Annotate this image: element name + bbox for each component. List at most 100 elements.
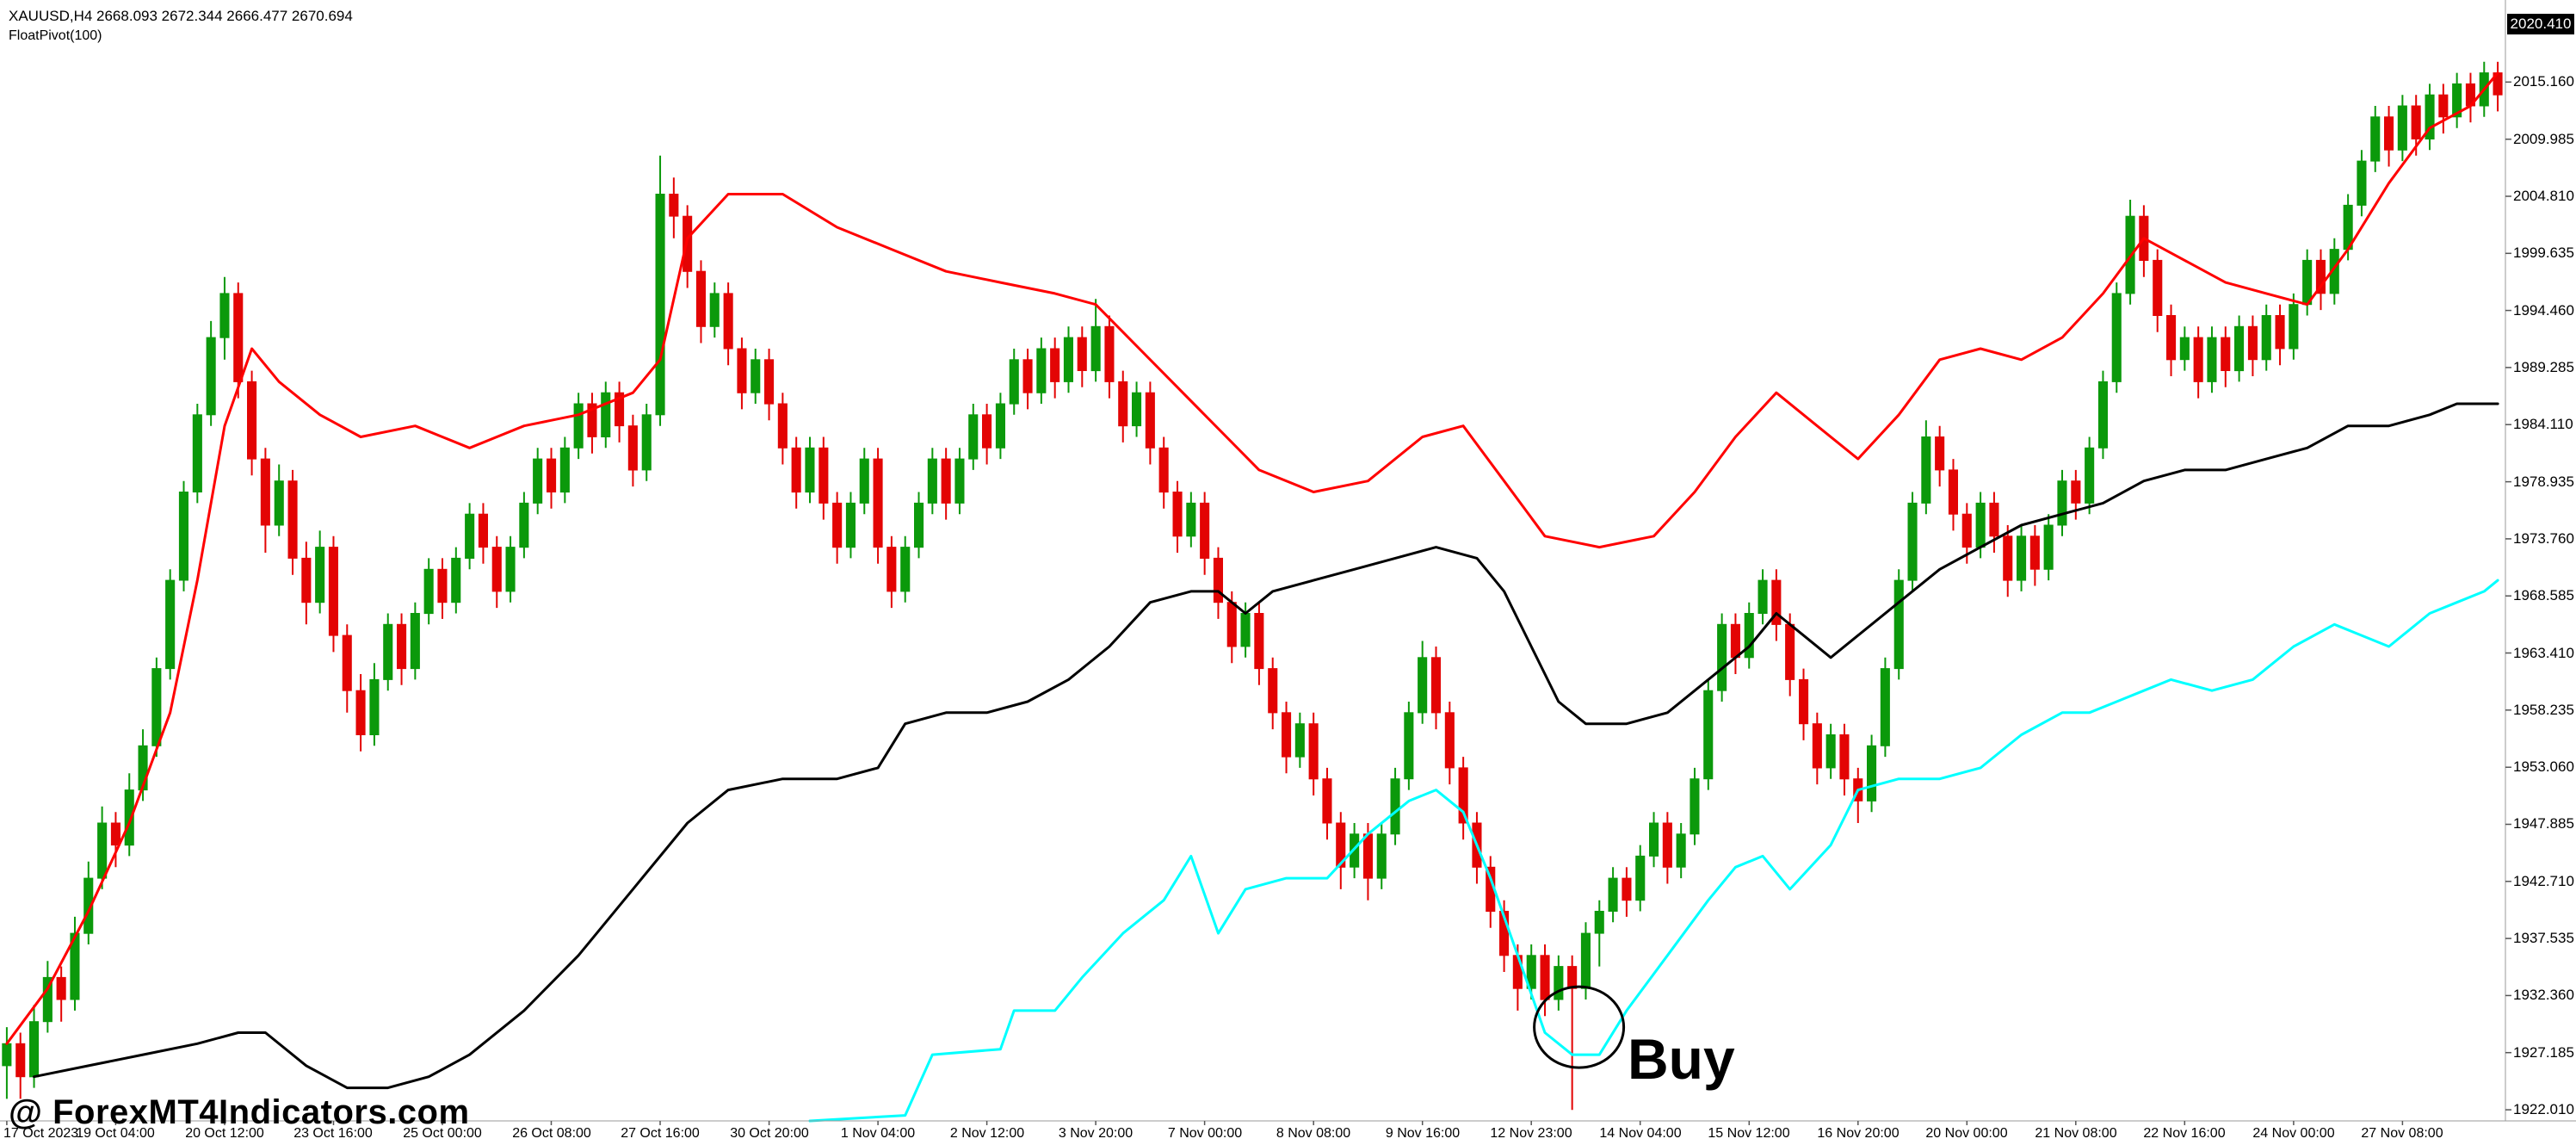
candle-body [791,447,801,493]
candle-body [641,414,652,471]
price-axis-label: 1963.410 [2513,645,2574,661]
candle-body [1812,723,1822,769]
candle-body [533,458,543,504]
time-axis-label: 19 Oct 04:00 [76,1126,155,1141]
time-axis-label: 3 Nov 20:00 [1058,1126,1134,1141]
candle-body [1444,712,1455,769]
time-axis-label: 1 Nov 04:00 [840,1126,916,1141]
price-axis-label: 1937.535 [2513,930,2574,946]
price-axis-label: 1922.010 [2513,1101,2574,1117]
candle-body [1254,613,1264,670]
candle-body [2166,315,2177,361]
candle-body [15,1043,26,1078]
time-axis[interactable]: 17 Oct 2023 19 Oct 04:00 20 Oct 12:00 23 Oc… [0,1122,2576,1145]
candle-body [2111,293,2122,382]
candle-body [1282,712,1292,758]
candle-body [97,822,108,879]
candle-body [2329,249,2339,294]
buy-annotation-label: Buy [1628,1027,1735,1091]
candle-body [287,480,298,559]
candle-body [2043,524,2054,570]
candle-body [2438,94,2449,118]
candle-body [1118,381,1128,427]
candle-body [1554,966,1564,1000]
price-axis-label: 1994.460 [2513,302,2574,319]
candle-body [1662,822,1672,868]
candle-body [1186,502,1196,537]
candle-body [2302,259,2313,306]
time-axis-label: 16 Nov 20:00 [1817,1126,1900,1141]
candle-body [1921,436,1931,504]
candle-body [627,425,638,471]
candle-body [832,502,843,548]
candle-body [751,359,761,393]
candle-body [110,822,120,846]
candle-body [1145,392,1155,449]
time-axis-label: 23 Oct 16:00 [293,1126,373,1141]
floatpivot-upper-line [5,71,2499,1045]
candle-body [2452,83,2462,118]
candle-body [2425,94,2435,139]
candle-body [695,270,707,327]
candle-body [151,668,162,746]
candle-body [397,623,407,670]
candle-body [124,789,134,846]
candle-body [2071,480,2081,504]
price-axis-label: 1932.360 [2513,987,2574,1003]
candle-body [655,194,665,416]
price-axis-label: 1999.635 [2513,244,2574,261]
candle-body [1226,602,1237,647]
candle-body [1622,877,1632,901]
price-axis[interactable]: 2020.410 2015.160 2009.985 2004.810 1999.63… [2506,0,2576,1121]
candle-body [491,547,502,592]
candle-body [2003,535,2013,581]
candle-body [1635,855,1646,901]
time-axis-label: 27 Nov 08:00 [2361,1126,2443,1141]
candle-body [900,547,911,592]
candle-body [383,623,393,680]
candle-body [219,293,230,338]
candle-body [1404,712,1414,780]
candle-body [1893,579,1904,670]
candle-body [982,414,992,449]
candle-body [29,1021,40,1078]
price-axis-label: 1947.885 [2513,815,2574,832]
candle-body [2017,535,2027,581]
candle-body [2057,480,2067,526]
candle-body [1867,745,1877,802]
time-axis-label: 26 Oct 08:00 [512,1126,591,1141]
candle-body [2289,304,2299,350]
candle-body [274,480,284,526]
candle-body [1880,668,1890,746]
candle-body [1975,502,1986,548]
candle-body [927,458,937,504]
price-axis-label: 1942.710 [2513,873,2574,889]
chart-header: XAUUSD,H4 2668.093 2672.344 2666.477 267… [9,7,353,45]
candle-body [342,634,352,691]
candle-body [519,502,529,548]
candle-body [573,403,584,449]
candle-body [1907,502,1918,581]
candle-body [56,976,66,1000]
price-axis-label: 1978.935 [2513,473,2574,490]
candle-body [301,557,312,603]
candle-body [669,194,679,217]
candle-body [1390,778,1400,835]
candle-body [1744,613,1754,659]
candle-body [845,502,856,548]
current-price-marker: 2020.410 [2507,14,2574,34]
price-axis-label: 1927.185 [2513,1044,2574,1061]
candle-body [1676,833,1686,868]
candle-body [138,745,148,791]
candle-body [1077,337,1087,372]
candle-body [1132,392,1142,427]
candle-body [465,513,475,560]
candle-body [2397,105,2407,151]
candle-body [42,976,53,1023]
candle-body [2357,160,2367,206]
price-axis-label: 2015.160 [2513,73,2574,90]
candle-body [70,932,80,1000]
candle-body [1730,623,1741,659]
candle-body [1418,657,1428,714]
